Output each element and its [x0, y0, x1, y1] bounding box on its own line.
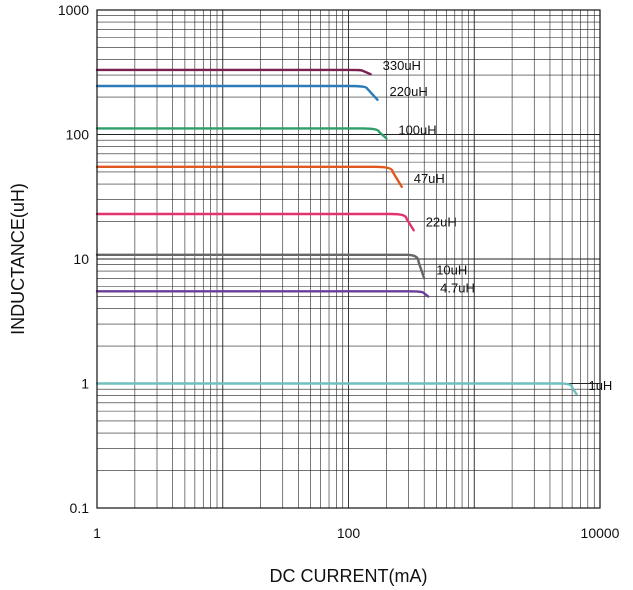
x-tick-label: 10000	[581, 525, 620, 541]
y-tick-label: 100	[66, 127, 90, 143]
series-label-100uH: 100uH	[398, 122, 436, 137]
y-tick-label: 1	[81, 376, 89, 392]
series-label-4.7uH: 4.7uH	[440, 280, 475, 295]
series-label-47uH: 47uH	[414, 171, 445, 186]
series-label-22uH: 22uH	[426, 214, 457, 229]
x-tick-labels: 1 100 10000	[93, 525, 620, 541]
series-line-330uH	[95, 68, 372, 76]
y-axis-title: INDUCTANCE(uH)	[8, 183, 28, 335]
plot-frame	[96, 9, 601, 509]
x-tick-label: 100	[337, 525, 361, 541]
y-tick-label: 0.1	[70, 500, 90, 516]
series-label-330uH: 330uH	[383, 58, 421, 73]
series-line-22uH	[95, 212, 415, 232]
y-tick-label: 1000	[58, 2, 89, 18]
series-label-10uH: 10uH	[436, 262, 467, 277]
series-line-4.7uH	[95, 290, 430, 298]
series-line-220uH	[95, 84, 379, 101]
plot-grid	[97, 10, 600, 508]
x-axis-title: DC CURRENT(mA)	[270, 566, 428, 586]
series-line-100uH	[95, 127, 388, 140]
series-line-10uH	[95, 253, 426, 280]
series-label-220uH: 220uH	[389, 84, 427, 99]
series-line-47uH	[95, 165, 403, 188]
y-tick-labels: 1000 100 10 1 0.1	[58, 2, 89, 516]
series-curves	[95, 68, 578, 396]
series-line-1uH	[95, 382, 578, 396]
x-tick-label: 1	[93, 525, 101, 541]
y-tick-label: 10	[73, 251, 89, 267]
